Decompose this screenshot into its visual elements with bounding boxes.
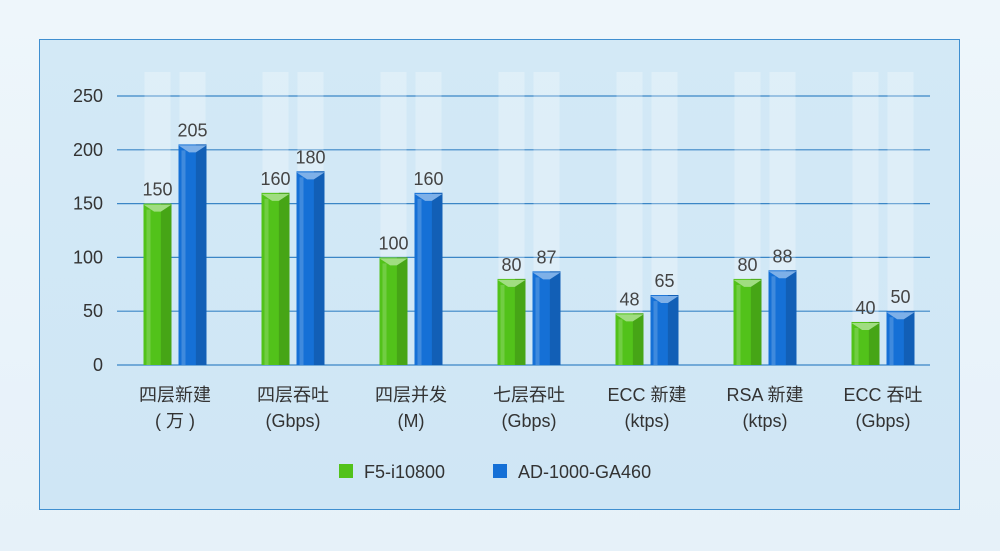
x-tick-label: (Gbps): [855, 411, 910, 431]
y-tick-label: 250: [73, 86, 103, 106]
bar-cap: [650, 296, 679, 304]
bar-side: [903, 311, 915, 365]
bar-highlight: [382, 263, 387, 365]
bar-side: [160, 203, 172, 365]
bar-cap: [768, 271, 797, 279]
bar-cap: [497, 279, 526, 287]
data-label: 48: [619, 289, 639, 309]
data-label: 80: [501, 255, 521, 275]
data-label: 180: [295, 147, 325, 167]
bar-highlight: [299, 177, 304, 365]
data-label: 40: [855, 298, 875, 318]
x-tick-label: (M): [398, 411, 425, 431]
bar-highlight: [889, 317, 894, 365]
legend-label: F5-i10800: [364, 462, 445, 482]
bar-side: [632, 313, 644, 365]
y-tick-label: 50: [83, 301, 103, 321]
bar-cap: [296, 172, 325, 180]
data-label: 100: [378, 233, 408, 253]
bar-cap: [851, 322, 880, 330]
bar-highlight: [417, 198, 422, 365]
bar-highlight: [854, 327, 859, 365]
x-tick-label: (Gbps): [501, 411, 556, 431]
bar-cap: [143, 204, 172, 212]
bar-cap: [379, 258, 408, 266]
bar-side: [750, 278, 762, 365]
data-label: 160: [260, 169, 290, 189]
bar-cap: [886, 312, 915, 320]
bar-cap: [733, 279, 762, 287]
data-label: 150: [142, 180, 172, 200]
x-tick-label: (ktps): [625, 411, 670, 431]
x-tick-label: 四层吞吐: [257, 385, 329, 405]
data-label: 160: [413, 169, 443, 189]
bar-highlight: [618, 319, 623, 365]
bar-side: [431, 192, 443, 365]
bar-cap: [414, 193, 443, 201]
bar-side: [868, 321, 880, 365]
y-tick-label: 100: [73, 247, 103, 267]
bar-cap: [178, 145, 207, 153]
bar-cap: [261, 193, 290, 201]
data-label: 65: [654, 271, 674, 291]
legend-swatch: [339, 464, 353, 478]
y-tick-label: 150: [73, 194, 103, 214]
bar-highlight: [146, 209, 151, 365]
x-tick-label: 七层吞吐: [493, 385, 565, 405]
y-tick-label: 200: [73, 140, 103, 160]
bar-highlight: [181, 150, 186, 365]
legend-label: AD-1000-GA460: [518, 462, 651, 482]
x-tick-label: (Gbps): [265, 411, 320, 431]
data-label: 80: [737, 255, 757, 275]
bar-cap: [615, 314, 644, 322]
bar-highlight: [264, 198, 269, 365]
bar-shadow-column: [852, 72, 879, 365]
data-label: 88: [772, 246, 792, 266]
data-label: 205: [177, 120, 207, 140]
x-tick-label: ( 万 ): [155, 411, 195, 431]
data-label: 50: [890, 287, 910, 307]
bar-side: [278, 192, 290, 365]
x-tick-label: RSA 新建: [726, 385, 803, 405]
y-tick-label: 0: [93, 355, 103, 375]
x-tick-label: 四层并发: [375, 385, 447, 405]
bar-side: [396, 257, 408, 365]
bar-highlight: [535, 277, 540, 365]
x-tick-label: (ktps): [743, 411, 788, 431]
bar-highlight: [771, 276, 776, 365]
x-tick-label: ECC 新建: [607, 385, 686, 405]
x-tick-label: 四层新建: [139, 385, 211, 405]
bar-side: [549, 271, 561, 365]
bar-side: [785, 270, 797, 365]
bar-cap: [532, 272, 561, 280]
x-tick-label: ECC 吞吐: [843, 385, 922, 405]
bar-side: [195, 144, 207, 365]
data-label: 87: [536, 247, 556, 267]
bar-highlight: [500, 284, 505, 365]
bar-highlight: [736, 284, 741, 365]
bar-side: [667, 295, 679, 365]
bar-side: [514, 278, 526, 365]
bar-side: [313, 171, 325, 365]
bar-highlight: [653, 301, 658, 365]
legend-swatch: [493, 464, 507, 478]
